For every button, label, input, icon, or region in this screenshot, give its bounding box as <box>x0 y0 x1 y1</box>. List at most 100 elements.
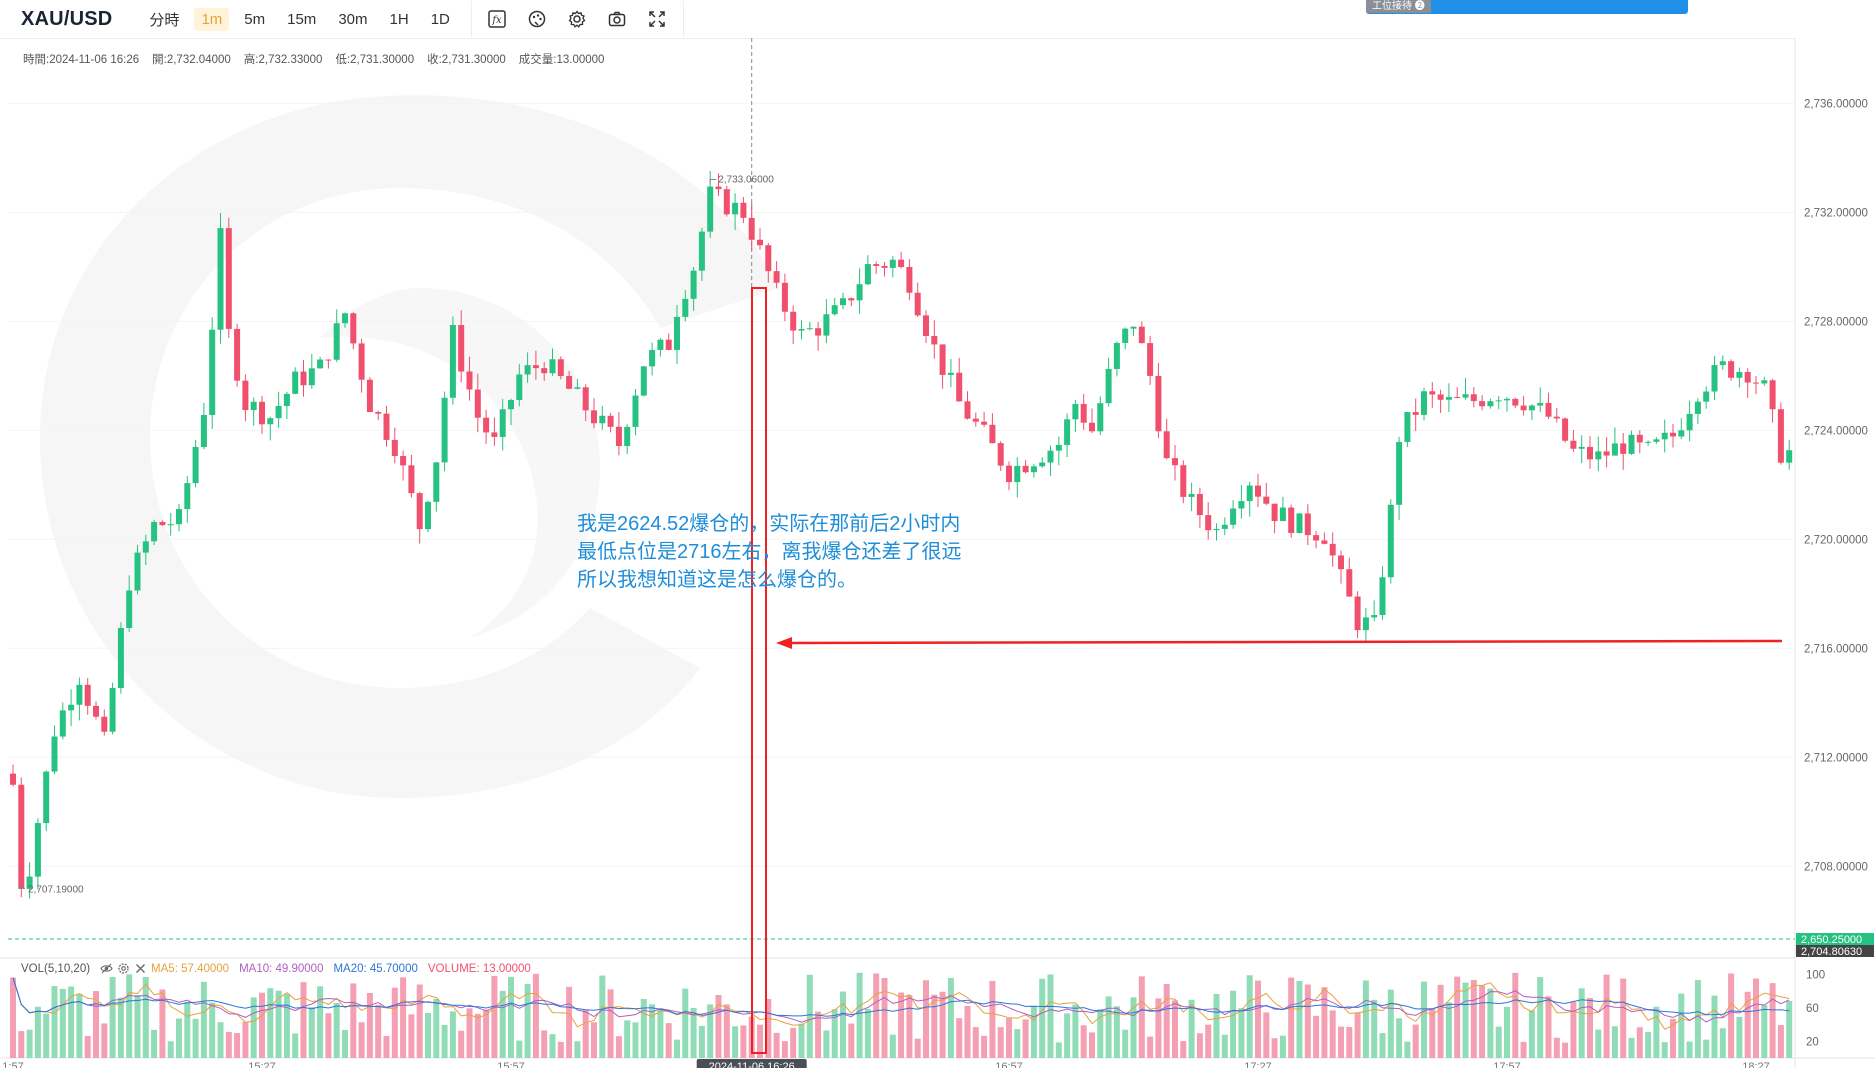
tf-1m[interactable]: 1m <box>194 7 230 31</box>
volume-bar <box>1196 1033 1203 1058</box>
volume-bar <box>449 1011 456 1058</box>
volume-bar <box>1761 1004 1768 1058</box>
candle-body <box>889 259 896 268</box>
volume-bar <box>1570 1001 1577 1058</box>
candle-body <box>1628 434 1635 454</box>
volume-bar <box>1578 988 1585 1058</box>
volume-bar <box>1603 974 1610 1058</box>
ohlc-readout: 時間:2024-11-06 16:26 開:2,732.04000 高:2,73… <box>23 51 604 67</box>
toolbar-divider <box>470 1 472 37</box>
candle-body <box>491 432 498 437</box>
candle-body <box>184 483 191 510</box>
y-tick-label: 2,736.00000 <box>1804 98 1868 110</box>
marker-box <box>751 287 767 1054</box>
candle-body <box>117 627 124 689</box>
volume-bar <box>250 997 257 1058</box>
volume-bar <box>1412 1024 1419 1058</box>
volume-bar <box>1263 1012 1270 1058</box>
volume-bar <box>142 977 149 1058</box>
volume-bar <box>516 1040 523 1058</box>
candle-body <box>1022 465 1029 473</box>
candle-body <box>856 284 863 301</box>
candle-body <box>914 292 921 316</box>
volume-bar <box>1155 998 1162 1058</box>
candle-body <box>1611 443 1618 456</box>
volume-bar <box>242 1021 249 1058</box>
volume-bar <box>1014 1029 1021 1058</box>
candle-body <box>831 305 838 315</box>
top-banner[interactable]: 工位接待 ❷ <box>1366 0 1688 14</box>
volume-bar <box>26 1029 33 1058</box>
volume-bar <box>1736 1016 1743 1058</box>
candles <box>10 171 1793 899</box>
candle-body <box>1147 343 1154 376</box>
candle-body <box>408 465 415 494</box>
volume-bar <box>1039 978 1046 1058</box>
volume-bar <box>1537 977 1544 1058</box>
camera-icon[interactable] <box>597 1 637 37</box>
volume-bar <box>43 1013 50 1058</box>
volume-bar <box>383 1035 390 1058</box>
candle-body <box>200 414 207 447</box>
volume-bar <box>1064 1013 1071 1058</box>
candle-body <box>134 552 141 591</box>
close-icon[interactable] <box>134 962 147 975</box>
volume-bar <box>682 988 689 1058</box>
candle-body <box>225 228 232 329</box>
candle-body <box>1097 403 1104 432</box>
candle-body <box>416 493 423 530</box>
volume-bar <box>790 1027 797 1058</box>
tf-1d[interactable]: 1D <box>430 10 450 28</box>
candle-body <box>283 393 290 406</box>
candle-body <box>657 339 664 350</box>
toolbar-divider <box>682 1 684 37</box>
palette-icon[interactable] <box>517 1 557 37</box>
volume-bar <box>1429 1009 1436 1058</box>
volume-bar <box>549 1034 556 1058</box>
volume-bar <box>1495 1026 1502 1058</box>
annotation-line: 最低点位是2716左右，离我爆仓还差了很远 <box>577 541 962 563</box>
banner-label: 工位接待 ❷ <box>1366 0 1431 13</box>
candle-body <box>275 405 282 419</box>
candle-body <box>43 771 50 824</box>
candle-body <box>773 271 780 283</box>
tf-15m[interactable]: 15m <box>287 10 317 28</box>
candle-body <box>1603 451 1610 456</box>
candle-body <box>864 264 871 285</box>
tf-fenshi[interactable]: 分時 <box>149 11 180 29</box>
candle-body <box>1321 540 1328 544</box>
formula-icon[interactable]: fx <box>477 1 517 37</box>
volume-bar <box>1744 991 1751 1058</box>
volume-bar <box>1221 1034 1228 1058</box>
volume-pane <box>10 972 1793 1058</box>
gear-icon[interactable] <box>557 1 597 37</box>
candle-body <box>1495 400 1502 402</box>
gear-icon[interactable] <box>117 962 130 975</box>
symbol-title[interactable]: XAU/USD <box>21 7 113 30</box>
fullscreen-icon[interactable] <box>637 1 677 37</box>
candle-body <box>1030 466 1037 473</box>
tf-30m[interactable]: 30m <box>338 10 368 28</box>
volume-tick-label: 20 <box>1806 1036 1819 1048</box>
volume-bar <box>1379 1033 1386 1058</box>
volume-bar <box>1462 982 1469 1058</box>
candle-body <box>898 259 905 268</box>
candle-body <box>1288 507 1295 533</box>
eye-icon[interactable] <box>100 962 113 975</box>
volume-bar <box>1719 1028 1726 1058</box>
volume-bar <box>665 1023 672 1058</box>
candlestick-chart[interactable]: 2024-11-06 16:26 2,733.060002,707.190002… <box>0 38 1875 1068</box>
candle-body <box>1122 328 1129 344</box>
candle-body <box>1661 432 1668 440</box>
candle-body <box>1246 485 1253 502</box>
candle-body <box>956 372 963 402</box>
volume-bar <box>1686 1041 1693 1058</box>
volume-bar <box>707 1004 714 1058</box>
x-tick-label: 17:57 <box>1493 1061 1521 1068</box>
candle-body <box>1429 391 1436 395</box>
volume-bar <box>1611 1026 1618 1058</box>
volume-bar <box>1113 1006 1120 1058</box>
tf-1h[interactable]: 1H <box>389 10 409 28</box>
x-tick-label: 17:27 <box>1244 1061 1272 1068</box>
tf-5m[interactable]: 5m <box>244 10 266 28</box>
